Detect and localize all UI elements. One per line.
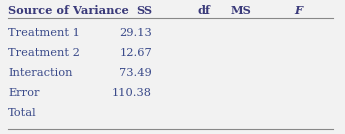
Text: 29.13: 29.13 (119, 28, 152, 38)
Text: 12.67: 12.67 (119, 48, 152, 58)
Text: Treatment 2: Treatment 2 (8, 48, 80, 58)
Text: MS: MS (230, 5, 251, 16)
Text: 73.49: 73.49 (119, 68, 152, 78)
Text: Source of Variance: Source of Variance (8, 5, 129, 16)
Text: 110.38: 110.38 (112, 88, 152, 98)
Text: Error: Error (8, 88, 40, 98)
Text: SS: SS (136, 5, 152, 16)
Text: Treatment 1: Treatment 1 (8, 28, 80, 38)
Text: F: F (294, 5, 303, 16)
Text: Total: Total (8, 108, 37, 118)
Text: df: df (197, 5, 210, 16)
Text: Interaction: Interaction (8, 68, 73, 78)
